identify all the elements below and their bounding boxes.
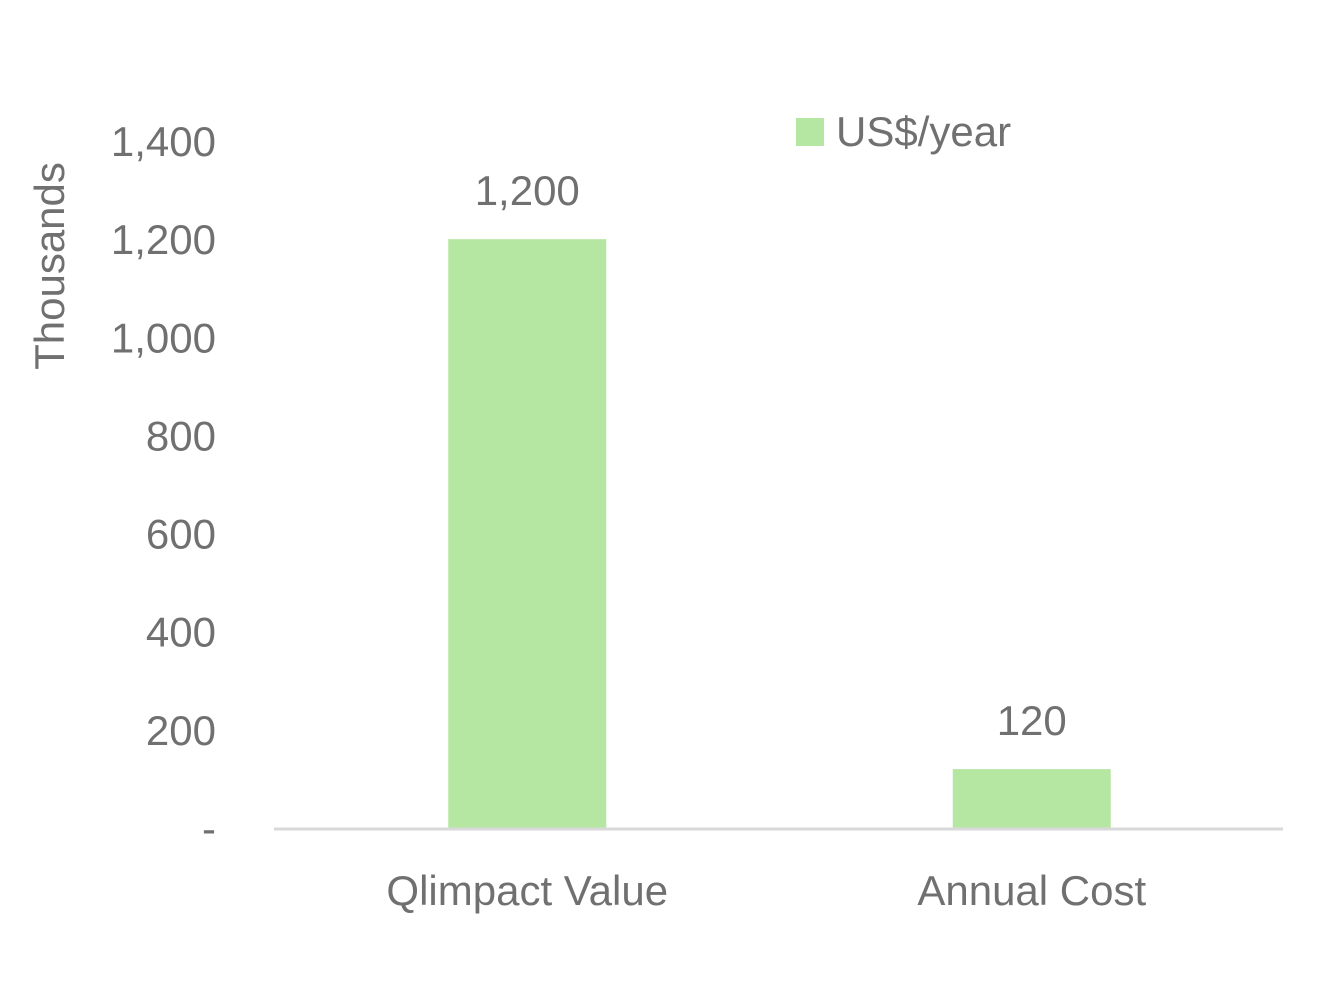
y-axis-ticks: - 200 400 600 800 1,000 1,200 1,400 <box>111 118 216 852</box>
bar <box>952 769 1111 828</box>
category-label: Qlimpact Value <box>386 867 668 914</box>
y-tick-label: 1,000 <box>111 314 216 361</box>
data-labels: 1,200 120 <box>475 167 1067 744</box>
legend-swatch <box>796 118 824 146</box>
data-label: 120 <box>997 697 1067 744</box>
y-tick-label: 600 <box>146 511 216 558</box>
y-tick-label: - <box>202 805 216 852</box>
y-tick-label: 400 <box>146 609 216 656</box>
y-axis-title: Thousands <box>26 162 73 370</box>
y-tick-label: 200 <box>146 707 216 754</box>
category-label: Annual Cost <box>917 867 1146 914</box>
x-axis-category-labels: Qlimpact Value Annual Cost <box>386 867 1146 914</box>
data-label: 1,200 <box>475 167 580 214</box>
legend-label: US$/year <box>836 108 1011 155</box>
y-tick-label: 800 <box>146 412 216 459</box>
bar <box>448 239 607 829</box>
y-tick-label: 1,200 <box>111 216 216 263</box>
y-tick-label: 1,400 <box>111 118 216 165</box>
bars <box>448 239 1111 829</box>
legend: US$/year <box>796 108 1011 155</box>
